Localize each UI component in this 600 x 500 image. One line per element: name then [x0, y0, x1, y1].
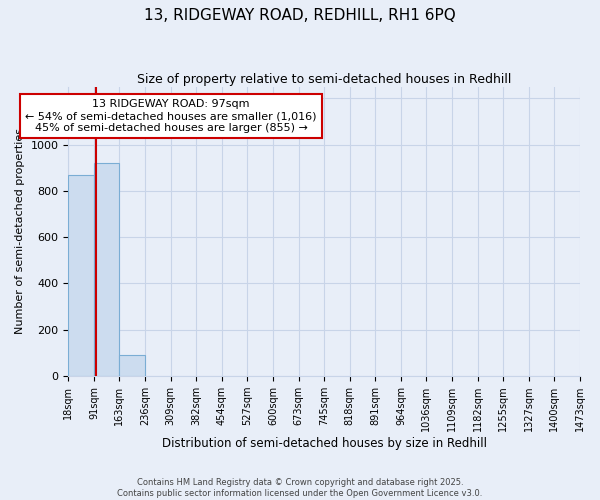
Bar — [68, 174, 94, 376]
Title: Size of property relative to semi-detached houses in Redhill: Size of property relative to semi-detach… — [137, 72, 511, 86]
Text: Contains HM Land Registry data © Crown copyright and database right 2025.
Contai: Contains HM Land Registry data © Crown c… — [118, 478, 482, 498]
Bar — [94, 163, 119, 376]
Text: 13 RIDGEWAY ROAD: 97sqm
← 54% of semi-detached houses are smaller (1,016)
45% of: 13 RIDGEWAY ROAD: 97sqm ← 54% of semi-de… — [25, 100, 317, 132]
X-axis label: Distribution of semi-detached houses by size in Redhill: Distribution of semi-detached houses by … — [162, 437, 487, 450]
Text: 13, RIDGEWAY ROAD, REDHILL, RH1 6PQ: 13, RIDGEWAY ROAD, REDHILL, RH1 6PQ — [144, 8, 456, 22]
Y-axis label: Number of semi-detached properties: Number of semi-detached properties — [15, 128, 25, 334]
Bar — [119, 356, 145, 376]
